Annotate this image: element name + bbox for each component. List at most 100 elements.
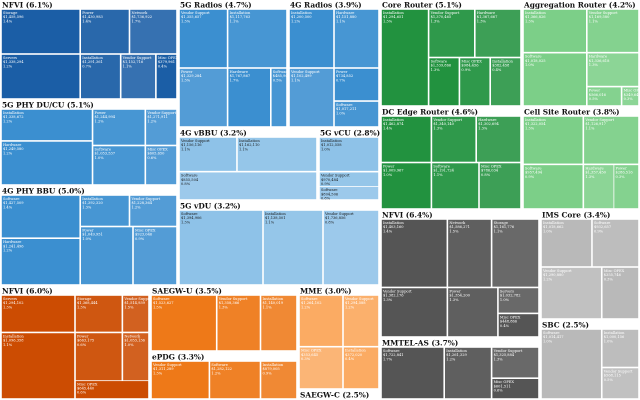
cell-name-label: Vendor Support: [584, 118, 614, 122]
cell-name-label: Vendor Support: [542, 269, 572, 273]
cell-rect: [490, 57, 522, 107]
cell-value-label: $1,336,618: [589, 59, 610, 63]
cell-share-label: 1.3%: [181, 220, 191, 224]
cell-value-label: $1,018,025: [525, 59, 546, 63]
cell-value-label: $1,156,116: [181, 143, 202, 147]
cell-value-label: $1,382,176: [383, 294, 404, 298]
cell-value-label: $984,456: [461, 64, 479, 68]
cell-name-label: Software: [321, 188, 337, 192]
group-title: SAEGW-C (2.5%): [300, 391, 369, 400]
cell-share-label: 1.2%: [95, 119, 105, 123]
cell-name-label: Software: [181, 174, 197, 178]
cell-name-label: Power: [336, 70, 348, 74]
cell-value-label: $1,394,906: [181, 216, 202, 220]
group-sbc: SBC (2.5%)Software$1,014,4171.0%Installa…: [540, 320, 640, 400]
cell-share-label: 0.3%: [301, 357, 311, 361]
cell-share-label: 1.1%: [265, 220, 275, 224]
group-title: NFVI (6.0%): [2, 287, 53, 296]
cell-name-label: Storage: [494, 221, 508, 225]
cell-rect: [586, 52, 640, 87]
cell-rect: [491, 218, 539, 288]
cell-name-label: Power: [589, 89, 601, 93]
cell-share-label: 1.3%: [433, 126, 443, 130]
cell-name-label: Vendor Support: [603, 370, 633, 374]
cell-share-label: 1.1%: [3, 343, 13, 347]
cell-rect: [380, 162, 432, 209]
cell-value-label: $855,504: [181, 178, 199, 182]
cell-rect: [92, 109, 146, 146]
cell-rect: [333, 101, 379, 128]
group-title: ePDG (3.3%): [152, 353, 204, 362]
cell-name-label: Misc OPEX: [500, 315, 521, 319]
cell-name-label: Network: [449, 221, 466, 225]
cell-share-label: 0.9%: [135, 237, 145, 241]
cell-name-label: Power: [82, 229, 94, 233]
cell-rect: [0, 332, 75, 399]
cell-share-label: 1.3%: [3, 305, 13, 309]
cell-value-label: $1,368,444: [77, 301, 98, 305]
cell-value-label: $1,014,417: [543, 335, 564, 339]
cell-share-label: 1.4%: [82, 19, 92, 23]
cell-value-label: $1,169,580: [589, 15, 610, 19]
cell-value-label: $1,000,156: [604, 335, 625, 339]
cell-rect: [474, 8, 522, 58]
cell-share-label: 0.6%: [77, 343, 87, 347]
cell-value-label: $1,290,880: [543, 273, 564, 277]
group-title: NFVI (6.1%): [2, 1, 53, 10]
cell-name-label: Hardware: [336, 11, 354, 15]
cell-rect: [523, 52, 587, 106]
cell-value-label: $1,294,102: [3, 301, 24, 305]
cell-value-label: $957,494: [525, 171, 543, 175]
cell-name-label: Vendor Support: [588, 11, 618, 15]
cell-rect: [80, 8, 130, 55]
cell-value-label: $1,736,922: [131, 15, 152, 19]
cell-rect: [178, 171, 317, 201]
cell-share-label: 0.8%: [325, 220, 335, 224]
group-du-cu: 5G PHY DU/CU (5.1%)Installation$1,338,67…: [0, 100, 178, 186]
cell-value-label: $349,640: [624, 93, 640, 97]
cell-value-label: $1,427,509: [3, 201, 24, 205]
cell-rect: [444, 346, 492, 399]
cell-share-label: 1.3%: [383, 298, 393, 302]
group-agg-router: Aggregation Router (4.2%)Installation$1,…: [522, 0, 640, 107]
cell-share-label: 0.4%: [492, 68, 502, 72]
cell-rect: [227, 68, 271, 128]
cell-share-label: 1.3%: [181, 78, 191, 82]
group-title: 4G vBBU (3.2%): [180, 129, 247, 138]
group-title: MMTEL-AS (3.7%): [382, 339, 458, 348]
cell-value-label: $879,005: [263, 367, 281, 371]
cell-rect: [431, 162, 479, 209]
cell-rect: [0, 140, 93, 186]
cell-name-label: Installation: [82, 56, 103, 60]
cell-value-label: $1,366,826: [525, 15, 546, 19]
cell-name-label: Software: [3, 197, 19, 201]
cell-rect: [150, 294, 217, 351]
cell-value-label: $1,736,856: [325, 216, 346, 220]
cell-share-label: 0.6%: [494, 389, 504, 393]
cell-name-label: Power: [82, 11, 94, 15]
cell-name-label: Software: [383, 349, 399, 353]
cell-name-label: Servers: [3, 297, 17, 301]
cell-rect: [0, 54, 81, 100]
cell-name-label: Storage: [3, 11, 17, 15]
cell-share-label: 0.5%: [273, 78, 283, 82]
cell-value-label: $932,657: [594, 225, 612, 229]
cell-rect: [601, 367, 639, 399]
cell-name-label: Software: [525, 166, 541, 170]
cell-rect: [333, 8, 379, 69]
cell-share-label: 1.3%: [181, 19, 191, 23]
cell-rect: [523, 164, 584, 209]
cell-rect: [260, 360, 297, 399]
cell-value-label: $663,175: [77, 339, 95, 343]
cell-name-label: Hardware: [585, 166, 603, 170]
cell-rect: [0, 8, 81, 55]
group-cell-site: Cell Site Router (3.8%)Installation$1,32…: [522, 107, 640, 210]
cell-share-label: 0.7%: [336, 78, 346, 82]
cell-share-label: 0.5%: [604, 378, 614, 382]
cell-share-label: 0.9%: [263, 371, 273, 375]
cell-name-label: Installation: [230, 11, 251, 15]
cell-name-label: Network: [131, 11, 148, 15]
